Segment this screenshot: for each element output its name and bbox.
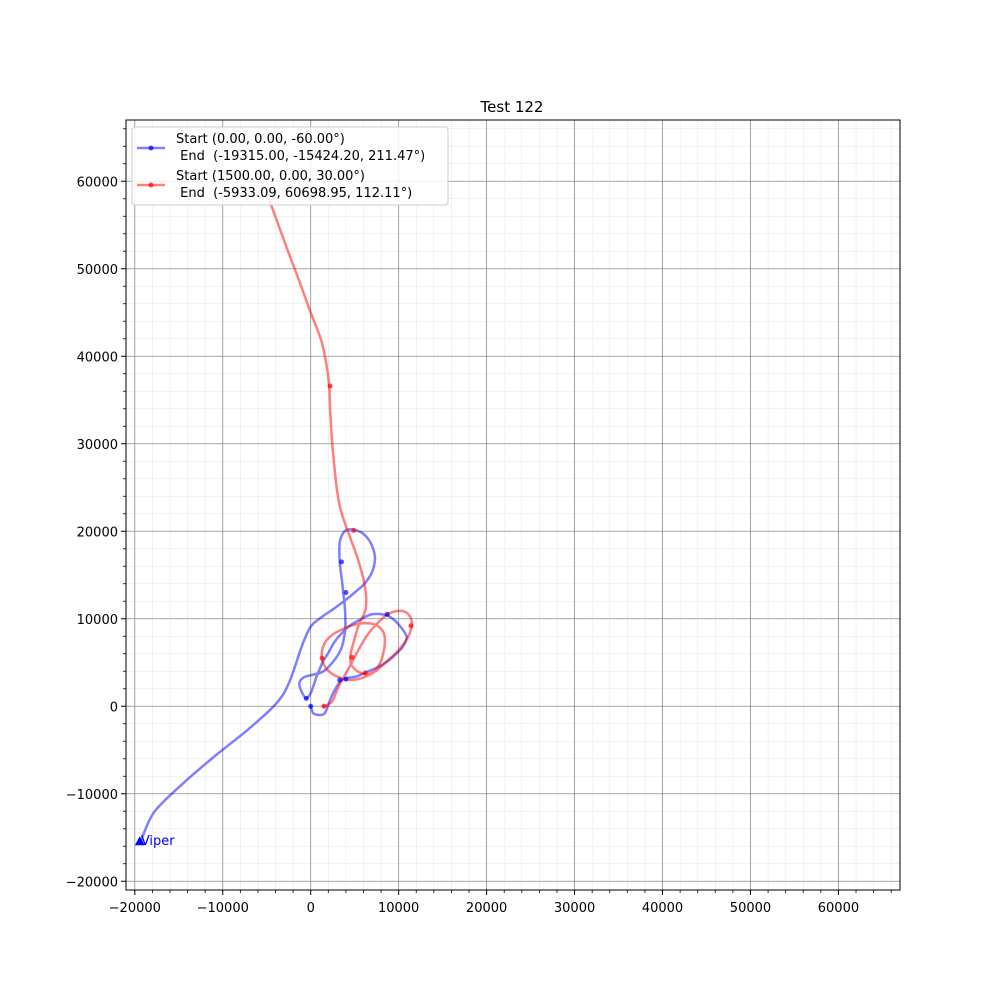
marker-layer [303, 383, 414, 709]
y-tick-label: 30000 [77, 438, 118, 453]
trajectory-marker [338, 559, 344, 565]
tick-layer: −20000 −10000 0 10000 20000 30000 40000 50000 60… [66, 128, 892, 916]
legend-blue-label-line2: End (-19315.00, -15424.20, 211.47°) [176, 149, 425, 164]
trajectory-marker [303, 695, 309, 701]
x-tick-label: 30000 [554, 901, 595, 916]
x-tick-label: 10000 [378, 901, 419, 916]
trajectory-marker [308, 703, 314, 709]
minor-grid [126, 120, 900, 890]
trajectory-marker [351, 527, 357, 533]
legend-blue-marker [148, 145, 154, 151]
aircraft-triangle-icon [134, 836, 145, 846]
y-tick-label: 20000 [77, 525, 118, 540]
y-tick-label: 10000 [77, 613, 118, 628]
y-tick-label: 60000 [77, 175, 118, 190]
trajectory-marker [343, 676, 349, 682]
y-tick-label: 40000 [77, 350, 118, 365]
y-tick-label: 50000 [77, 263, 118, 278]
legend-blue-label-line1: Start (0.00, 0.00, -60.00°) [176, 132, 345, 147]
trajectory-marker [337, 677, 343, 683]
x-tick-label: 20000 [466, 901, 507, 916]
x-tick-label: −20000 [109, 901, 161, 916]
legend-red-label-line1: Start (1500.00, 0.00, 30.00°) [176, 169, 365, 184]
x-tick-label: 40000 [642, 901, 683, 916]
series-line-red [257, 173, 414, 708]
x-tick-label: −10000 [197, 901, 249, 916]
trajectory-marker [319, 655, 325, 661]
trajectory-marker [349, 654, 355, 660]
chart-title: Test 122 [480, 98, 544, 116]
series-layer [139, 173, 414, 843]
legend-box [131, 126, 449, 206]
y-tick-label: −10000 [66, 788, 118, 803]
legend: Start (0.00, 0.00, -60.00°) End (-19315.… [131, 126, 449, 206]
annotation-layer: Viper [134, 834, 175, 849]
plot-frame [125, 119, 901, 891]
trajectory-marker [384, 611, 390, 617]
x-tick-label: 60000 [818, 901, 859, 916]
aircraft-label: Viper [141, 834, 175, 849]
trajectory-marker [408, 623, 414, 629]
y-tick-label: 0 [110, 700, 118, 715]
y-tick-label: −20000 [66, 875, 118, 890]
legend-red-label-line2: End (-5933.09, 60698.95, 112.11°) [176, 186, 412, 201]
x-tick-label: 50000 [730, 901, 771, 916]
trajectory-marker [327, 383, 333, 389]
major-grid [126, 120, 900, 890]
trajectory-marker [362, 670, 368, 676]
x-tick-label: 0 [307, 901, 315, 916]
legend-red-marker [148, 182, 154, 188]
trajectory-marker [343, 590, 349, 595]
trajectory-marker [321, 703, 327, 709]
